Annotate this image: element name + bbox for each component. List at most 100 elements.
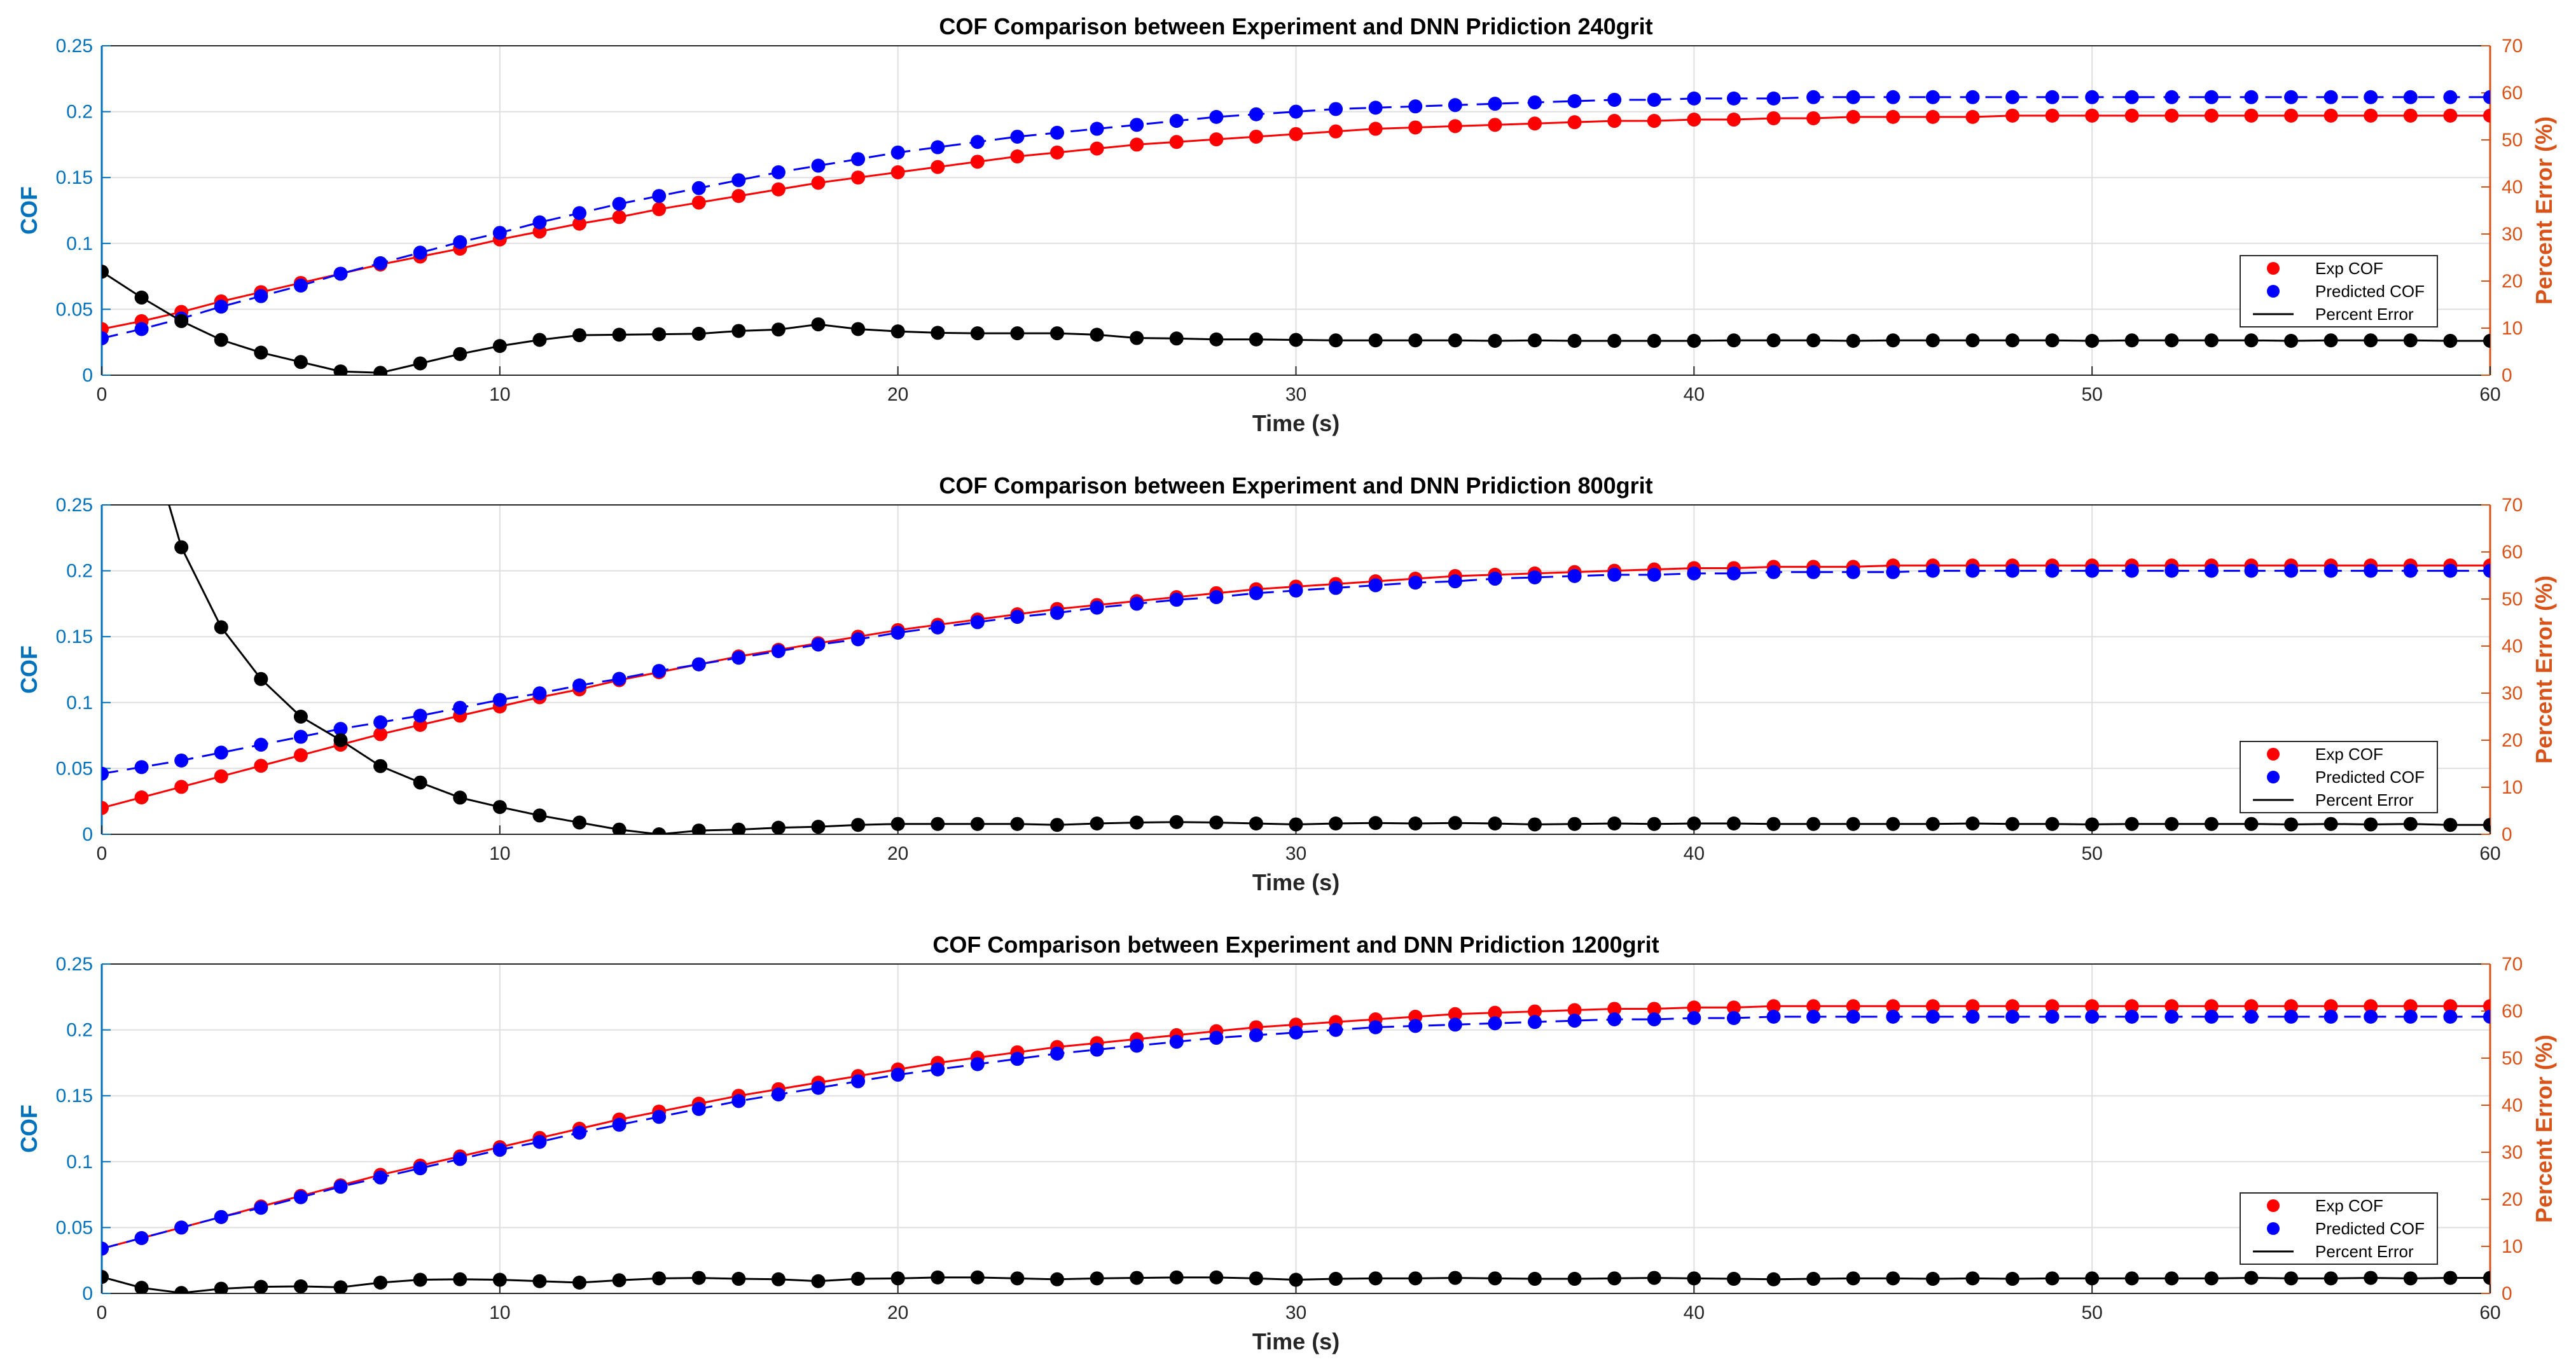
legend-marker-pred [2267, 285, 2280, 298]
data-point-error [970, 816, 985, 831]
data-point-error [532, 808, 547, 823]
y-tick-label-right: 0 [2502, 1283, 2512, 1304]
data-point-error [1886, 816, 1901, 831]
y-tick-label-left: 0.1 [66, 692, 93, 713]
data-point-pred [1090, 121, 1104, 136]
data-point-pred [214, 300, 228, 314]
data-point-pred [2483, 1009, 2490, 1024]
data-point-pred [293, 729, 308, 744]
data-point-error [333, 1280, 348, 1293]
data-point-pred [1368, 578, 1383, 593]
data-point-exp [2164, 999, 2179, 1014]
data-point-pred [453, 1152, 467, 1166]
data-point-pred [134, 322, 149, 336]
chart-title: COF Comparison between Experiment and DN… [939, 13, 1652, 39]
data-point-pred [2085, 1009, 2100, 1024]
data-point-pred [1329, 1023, 1343, 1037]
y-axis-label-right: Percent Error (%) [2531, 575, 2557, 764]
data-point-exp [1846, 109, 1860, 124]
data-point-pred [771, 1087, 786, 1102]
data-point-error [890, 816, 905, 831]
data-point-pred [1925, 90, 1940, 104]
data-point-error [1329, 1272, 1343, 1286]
data-point-error [254, 672, 268, 686]
data-point-error [1607, 333, 1622, 348]
data-point-exp [1488, 118, 1502, 132]
x-tick-label: 0 [97, 384, 107, 405]
chart-panel-1: 0 10 20 30 40 50 6000.050.10.150.20.2501020304… [16, 13, 2557, 436]
data-point-error [373, 1275, 388, 1290]
y-tick-label-right: 30 [2502, 224, 2523, 245]
x-tick-label: 50 [2081, 1302, 2102, 1323]
data-point-pred [851, 632, 866, 647]
x-tick-label: 60 [2479, 384, 2500, 405]
data-point-pred [2244, 1009, 2259, 1024]
data-point-pred [1010, 129, 1025, 144]
data-point-error [612, 327, 627, 342]
data-point-exp [931, 160, 945, 174]
data-point-exp [1647, 114, 1661, 128]
data-point-exp [2085, 108, 2100, 123]
data-point-pred [1289, 1025, 1303, 1040]
data-point-pred [254, 738, 268, 752]
data-point-exp [2045, 108, 2060, 123]
data-point-pred [970, 615, 985, 630]
x-tick-label: 0 [97, 843, 107, 864]
data-point-pred [1886, 1009, 1901, 1024]
data-point-pred [174, 753, 189, 768]
data-point-exp [890, 165, 905, 179]
y-tick-label-right: 20 [2502, 271, 2523, 292]
data-point-error [1368, 333, 1383, 348]
data-point-exp [2483, 108, 2490, 123]
data-point-exp [1209, 132, 1224, 147]
data-point-error [2204, 816, 2219, 831]
data-point-pred [1567, 94, 1582, 109]
data-point-pred [413, 245, 427, 260]
data-point-error [1766, 1272, 1781, 1286]
legend-marker-exp [2267, 748, 2280, 761]
y-tick-label-right: 50 [2502, 1048, 2523, 1069]
data-point-pred [1806, 90, 1821, 104]
y-tick-label-right: 10 [2502, 777, 2523, 798]
legend-label-exp: Exp COF [2315, 259, 2383, 278]
data-point-pred [1846, 1009, 1860, 1024]
data-point-pred [2085, 563, 2100, 578]
data-point-pred [1169, 593, 1184, 607]
legend-marker-exp [2267, 262, 2280, 275]
data-point-exp [2284, 999, 2299, 1014]
data-point-error [652, 827, 667, 834]
data-point-pred [102, 766, 109, 781]
chart-title: COF Comparison between Experiment and DN… [939, 472, 1652, 499]
data-point-exp [1766, 999, 1781, 1014]
data-point-pred [2284, 563, 2299, 578]
data-point-pred [492, 1143, 507, 1157]
data-point-pred [652, 189, 667, 203]
data-point-pred [652, 1110, 667, 1124]
data-point-exp [970, 155, 985, 169]
data-point-error [1965, 816, 1980, 830]
data-point-pred [2005, 1009, 2019, 1024]
data-point-error [1169, 1270, 1184, 1285]
data-point-error [851, 818, 866, 832]
data-point-exp [1090, 141, 1104, 156]
data-point-error [2045, 1271, 2060, 1286]
plot-series-group [102, 999, 2490, 1293]
data-point-pred [2403, 90, 2418, 104]
data-point-error [1925, 1272, 1940, 1286]
data-point-pred [811, 1080, 826, 1095]
data-point-error [1368, 816, 1383, 830]
data-point-pred [1607, 1012, 1622, 1027]
data-point-error [453, 790, 467, 805]
data-point-error [453, 347, 467, 361]
data-point-pred [1209, 590, 1224, 605]
data-point-error [1806, 816, 1821, 831]
data-point-error [1528, 1272, 1542, 1286]
data-point-error [1726, 1272, 1741, 1286]
data-point-error [1726, 333, 1741, 348]
data-point-pred [102, 331, 109, 345]
data-point-pred [2124, 90, 2139, 104]
data-point-error [890, 1271, 905, 1286]
data-point-pred [1368, 100, 1383, 115]
x-tick-label: 60 [2479, 843, 2500, 864]
data-point-exp [254, 759, 268, 773]
